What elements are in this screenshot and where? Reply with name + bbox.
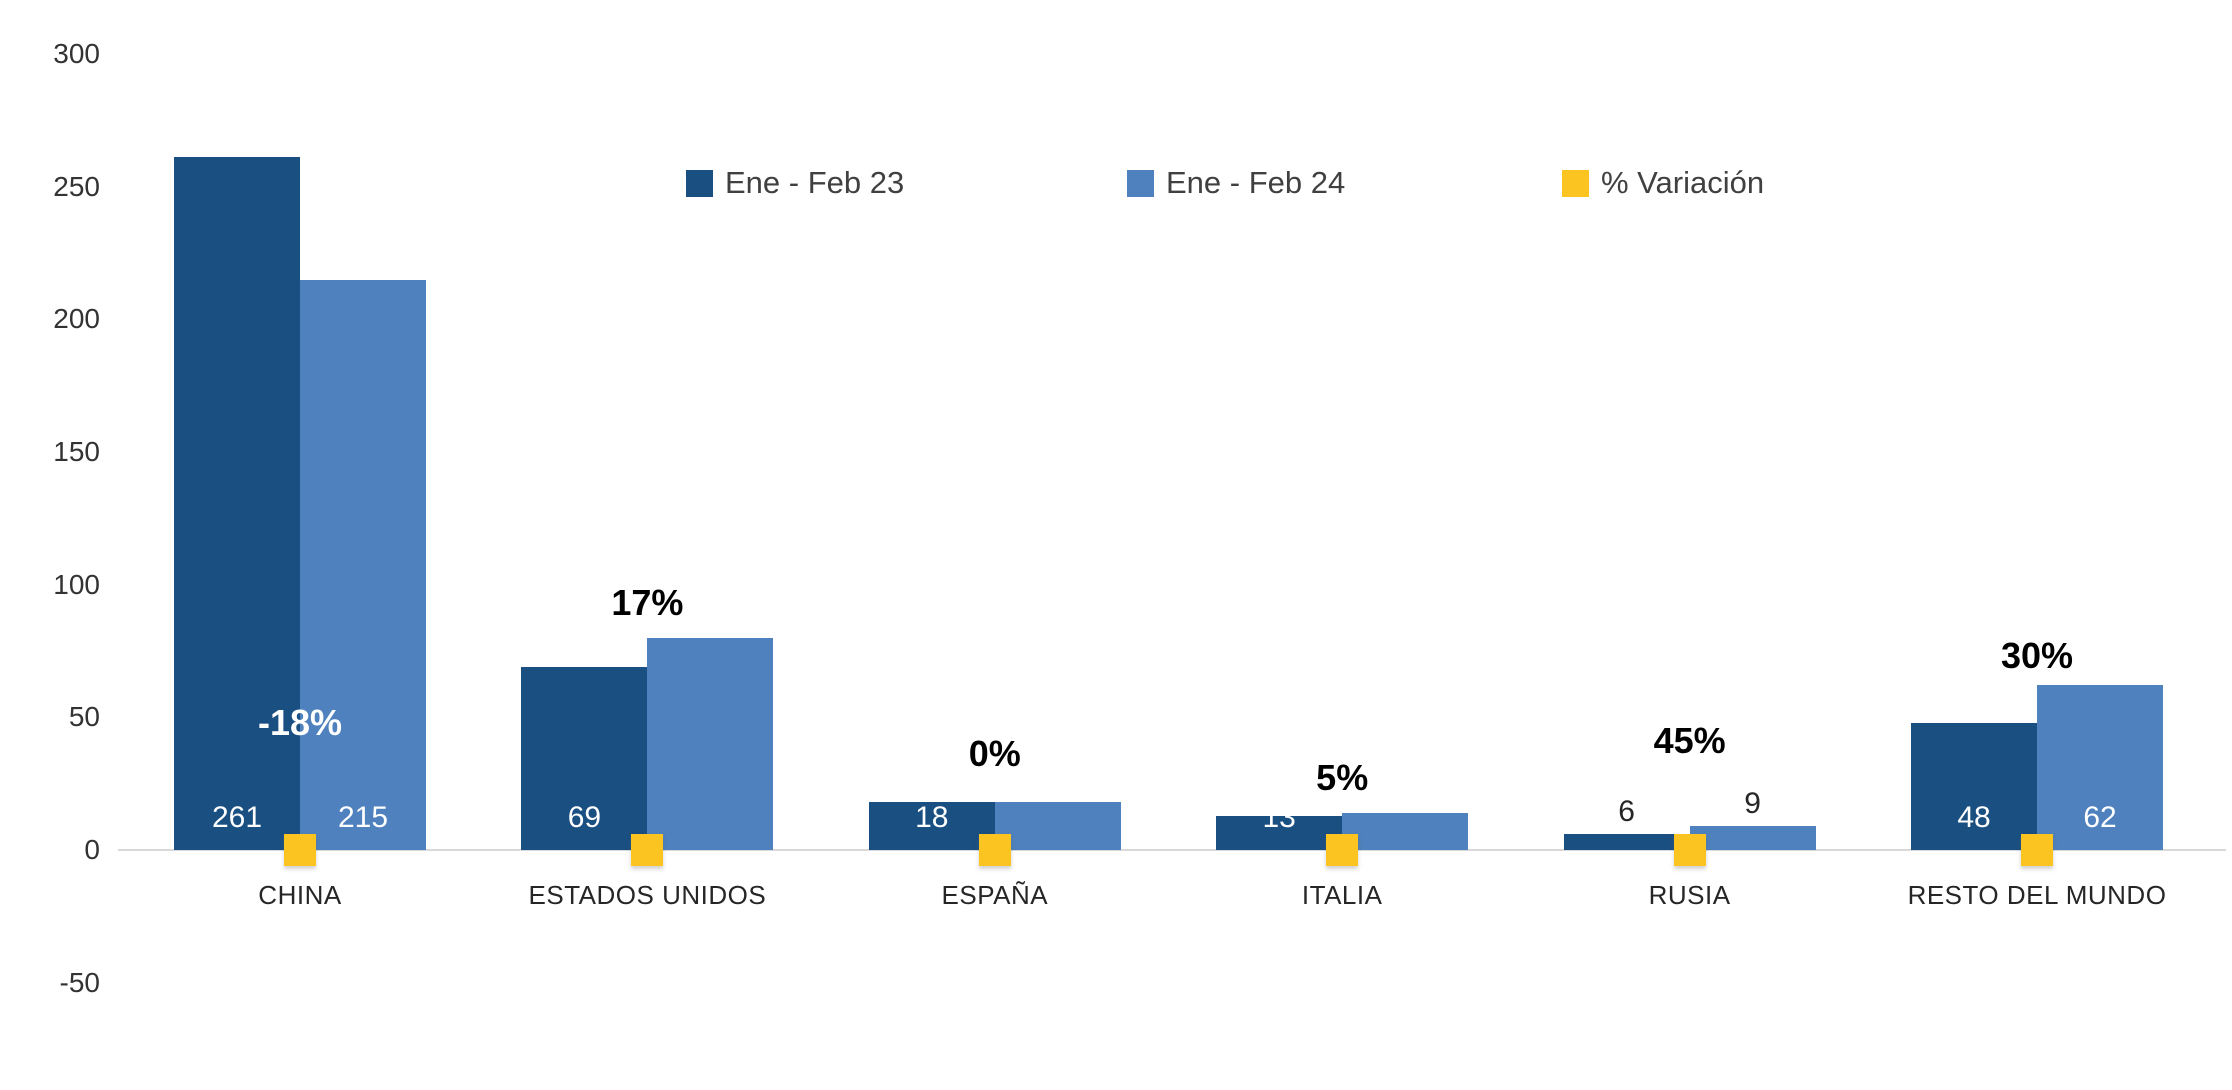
variation-marker — [978, 834, 1011, 866]
variation-percent-label: 30% — [2000, 635, 2074, 677]
bar-ene-feb-24 — [994, 802, 1121, 850]
bar-ene-feb-24 — [1689, 826, 1816, 850]
variation-marker — [1673, 834, 1706, 866]
legend-swatch-icon — [1127, 169, 1154, 197]
bar-ene-feb-24 — [647, 637, 774, 850]
variation-percent-label: 0% — [968, 733, 1021, 775]
legend-swatch-icon — [686, 169, 713, 197]
y-axis-tick-label: 0 — [84, 834, 100, 865]
value-label-24: 62 — [2083, 801, 2117, 834]
legend-label: Ene - Feb 24 — [1166, 165, 1346, 200]
legend-label: % Variación — [1601, 165, 1765, 200]
legend-item: % Variación — [1562, 166, 1764, 200]
value-label-23: 6 — [1618, 795, 1635, 829]
category-label: ESPAÑA — [941, 880, 1049, 910]
value-label-24: 9 — [1744, 787, 1761, 821]
legend-label: Ene - Feb 23 — [725, 165, 905, 200]
y-axis-tick-label: 100 — [53, 568, 100, 600]
bar-ene-feb-23 — [868, 802, 995, 850]
bar-ene-feb-23 — [1911, 722, 2037, 850]
category-label: ESTADOS UNIDOS — [528, 880, 767, 910]
bar-ene-feb-23 — [521, 666, 648, 850]
x-axis-baseline — [118, 849, 2226, 851]
variation-percent-label: 5% — [1316, 757, 1369, 799]
category-label: RESTO DEL MUNDO — [1907, 880, 2167, 910]
bar-ene-feb-24 — [2037, 685, 2163, 850]
category-label: ITALIA — [1301, 880, 1383, 910]
category-label: RUSIA — [1648, 880, 1731, 910]
y-axis-tick-label: 300 — [53, 38, 100, 69]
category-label: CHINA — [258, 880, 342, 910]
value-label-23: 261 — [211, 801, 263, 834]
y-axis-tick-label: 250 — [53, 170, 100, 202]
value-label-23: 48 — [1957, 801, 1991, 834]
y-axis-tick-label: -50 — [59, 966, 100, 998]
variation-percent-label: -18% — [257, 701, 343, 743]
bar-ene-feb-23 — [1563, 834, 1690, 850]
variation-percent-label: 17% — [611, 582, 684, 624]
value-label-23: 13 — [1262, 801, 1296, 834]
legend-item: Ene - Feb 24 — [1127, 166, 1345, 200]
legend-swatch-icon — [1562, 169, 1589, 197]
variation-marker — [284, 834, 316, 866]
value-label-23: 18 — [915, 801, 949, 834]
value-label-23: 69 — [567, 801, 602, 834]
bar-ene-feb-23 — [174, 157, 300, 850]
bar-ene-feb-24 — [1342, 812, 1469, 850]
variation-percent-label: 45% — [1653, 720, 1726, 762]
y-axis-tick-label: 50 — [68, 701, 100, 733]
bar-ene-feb-24 — [300, 279, 426, 850]
variation-marker — [2021, 834, 2053, 866]
variation-marker — [1326, 834, 1359, 866]
bar-ene-feb-23 — [1216, 815, 1343, 850]
value-label-24: 215 — [337, 801, 389, 834]
y-axis-tick-label: 200 — [53, 303, 100, 335]
variation-marker — [631, 834, 664, 866]
y-axis-tick-label: 150 — [53, 436, 100, 467]
legend-item: Ene - Feb 23 — [686, 166, 904, 200]
